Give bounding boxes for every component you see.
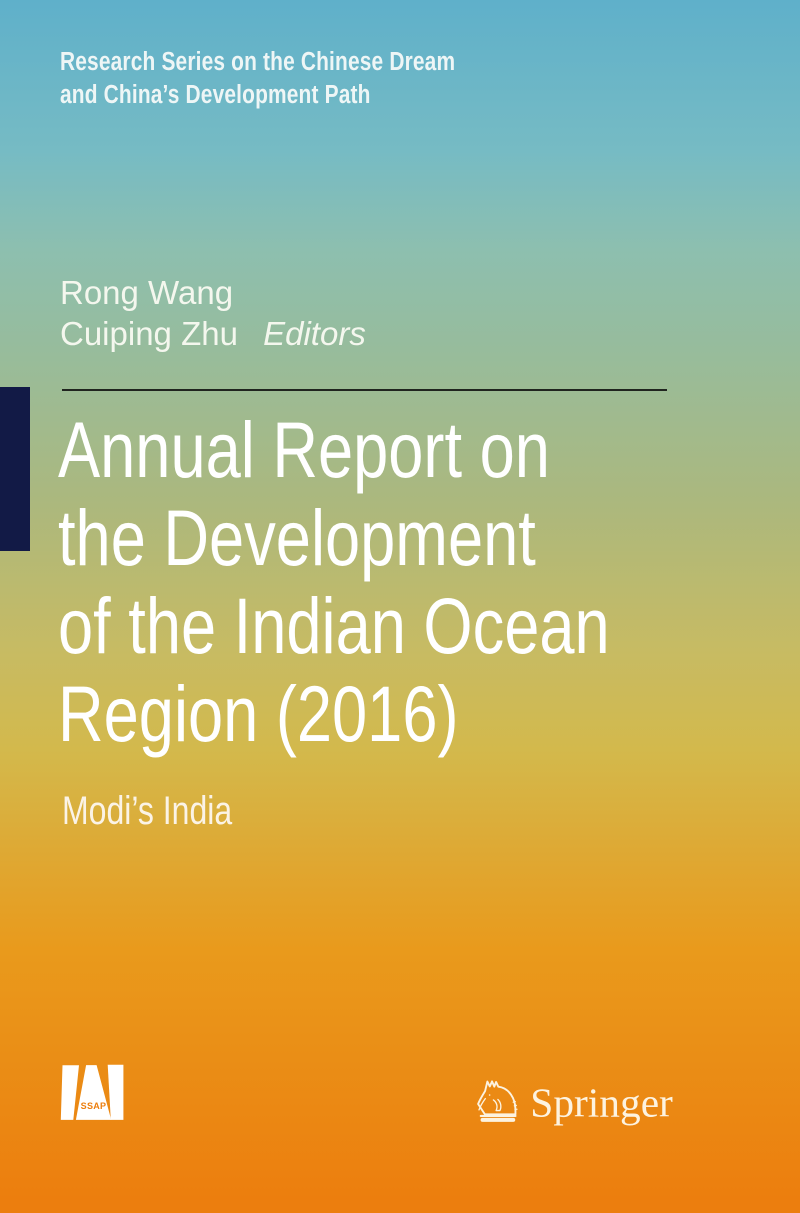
svg-text:Springer: Springer xyxy=(530,1080,673,1126)
svg-text:SSAP: SSAP xyxy=(81,1101,107,1111)
